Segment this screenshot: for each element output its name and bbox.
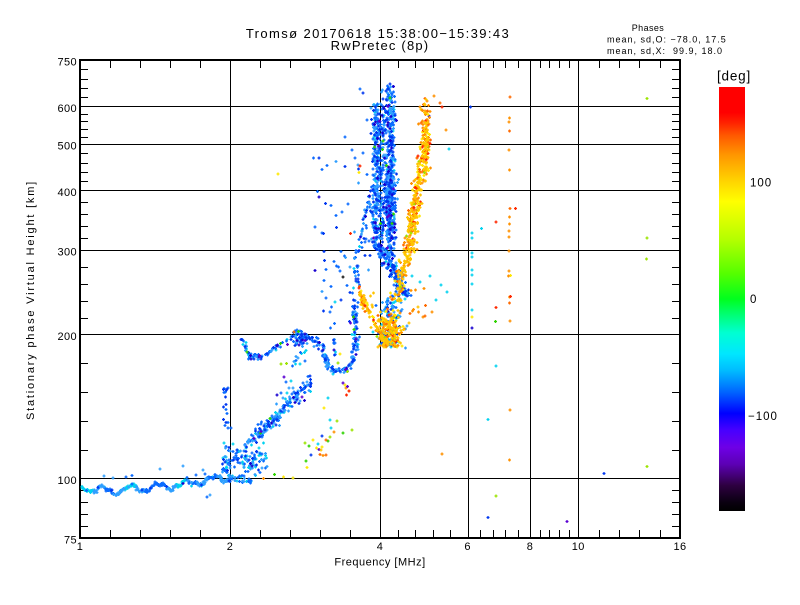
svg-text:750: 750 [57,57,77,69]
svg-text:300: 300 [57,247,77,259]
svg-text:4: 4 [377,541,384,553]
svg-text:Stationary phase Virtual Heigh: Stationary phase Virtual Height [km] [25,180,37,420]
svg-text:2: 2 [227,541,234,553]
svg-text:Frequency [MHz]: Frequency [MHz] [334,557,425,569]
svg-text:0: 0 [750,294,757,306]
svg-text:−100: −100 [748,411,778,423]
svg-text:Phases: Phases [632,23,665,33]
svg-text:6: 6 [464,541,471,553]
svg-text:100: 100 [57,475,77,487]
svg-text:[deg]: [deg] [717,69,751,84]
svg-text:400: 400 [57,187,77,199]
svg-text:Tromsø 20170618 15:38:00−15:39: Tromsø 20170618 15:38:00−15:39:43 [246,26,510,41]
svg-text:10: 10 [572,541,585,553]
svg-text:8: 8 [527,541,534,553]
svg-text:500: 500 [57,141,77,153]
svg-text:200: 200 [57,331,77,343]
svg-text:16: 16 [673,541,686,553]
svg-text:mean, sd,O: −78.0, 17.5: mean, sd,O: −78.0, 17.5 [607,35,727,45]
svg-text:1: 1 [77,541,84,553]
svg-text:75: 75 [64,535,77,547]
svg-text:RwPretec (8p): RwPretec (8p) [331,38,430,53]
svg-text:600: 600 [57,103,77,115]
svg-text:mean, sd,X: 99.9, 18.0: mean, sd,X: 99.9, 18.0 [607,46,723,56]
svg-text:100: 100 [750,178,772,190]
